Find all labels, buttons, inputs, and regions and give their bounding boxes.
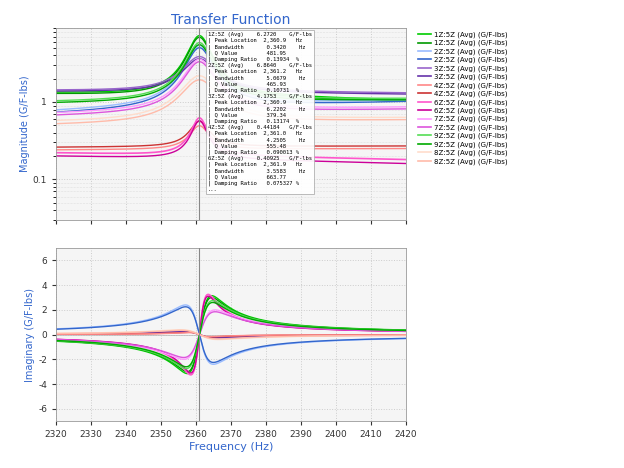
Title: Transfer Function: Transfer Function <box>171 13 291 27</box>
Y-axis label: Magnitude (G/F-lbs): Magnitude (G/F-lbs) <box>20 76 30 172</box>
Y-axis label: Imaginary (G/F-lbs): Imaginary (G/F-lbs) <box>26 288 36 381</box>
X-axis label: Frequency (Hz): Frequency (Hz) <box>188 442 273 452</box>
Legend: 1Z:5Z (Avg) (G/F-lbs), 1Z:5Z (Avg) (G/F-lbs), 2Z:5Z (Avg) (G/F-lbs), 2Z:5Z (Avg): 1Z:5Z (Avg) (G/F-lbs), 1Z:5Z (Avg) (G/F-… <box>419 31 508 165</box>
Text: 1Z:5Z (Avg)    6.2720    G/F-lbs
| Peak Location  2,360.9   Hz
| Bandwidth      : 1Z:5Z (Avg) 6.2720 G/F-lbs | Peak Locati… <box>208 32 312 192</box>
